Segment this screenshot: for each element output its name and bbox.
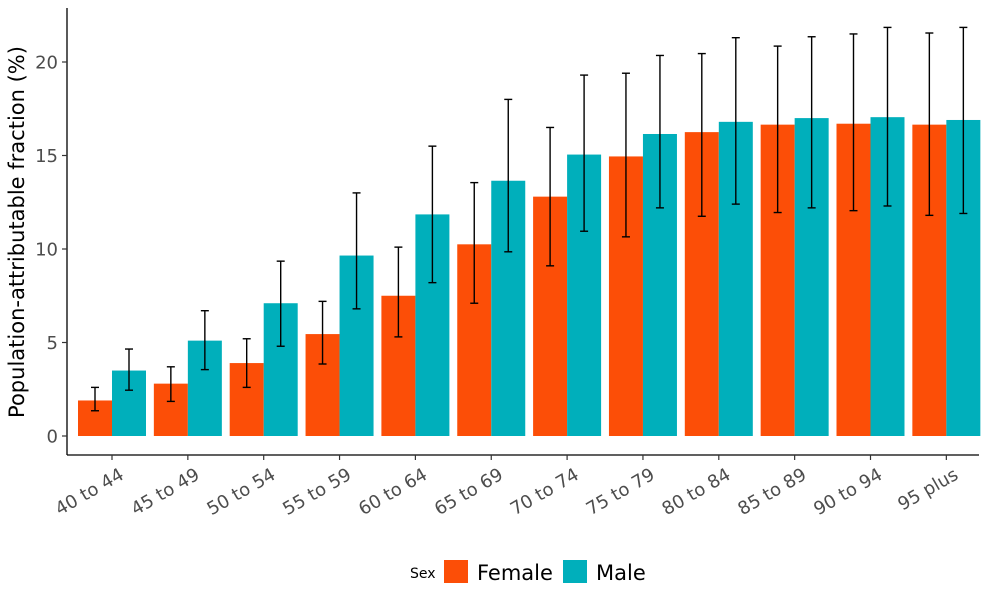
legend-label-female: Female — [477, 561, 553, 585]
x-tick-label: 70 to 74 — [507, 464, 583, 520]
y-axis-ticks: 0 5 10 15 20 — [35, 53, 67, 448]
y-tick-label: 15 — [35, 146, 58, 167]
y-tick-label: 10 — [35, 240, 58, 261]
x-tick-label: 45 to 49 — [128, 464, 204, 520]
x-axis-ticks: 40 to 44 45 to 49 50 to 54 55 to 59 60 to 64… — [52, 455, 962, 520]
x-tick-label: 75 to 79 — [583, 464, 659, 520]
legend-label-male: Male — [596, 561, 646, 585]
y-tick-label: 20 — [35, 53, 58, 74]
x-tick-label: 50 to 54 — [203, 464, 279, 520]
x-tick-label: 90 to 94 — [810, 464, 886, 520]
legend-key-male — [563, 560, 587, 583]
x-tick-label: 80 to 84 — [659, 464, 735, 520]
legend: Sex Female Male — [410, 560, 646, 585]
y-tick-label: 0 — [47, 427, 58, 448]
plot-area — [78, 27, 980, 436]
x-tick-label: 60 to 64 — [355, 464, 431, 520]
legend-title: Sex — [410, 566, 436, 582]
x-tick-label: 95 plus — [894, 464, 962, 515]
x-tick-label: 65 to 69 — [431, 464, 507, 520]
chart: 0 5 10 15 20 40 to 44 45 to 49 50 to 54 55 to 5… — [0, 0, 999, 599]
y-axis-title: Population-attributable fraction (%) — [5, 46, 29, 418]
x-tick-label: 85 to 89 — [734, 464, 810, 520]
x-tick-label: 55 to 59 — [279, 464, 355, 520]
y-tick-label: 5 — [47, 333, 58, 354]
x-tick-label: 40 to 44 — [52, 464, 128, 520]
legend-key-female — [444, 560, 468, 583]
